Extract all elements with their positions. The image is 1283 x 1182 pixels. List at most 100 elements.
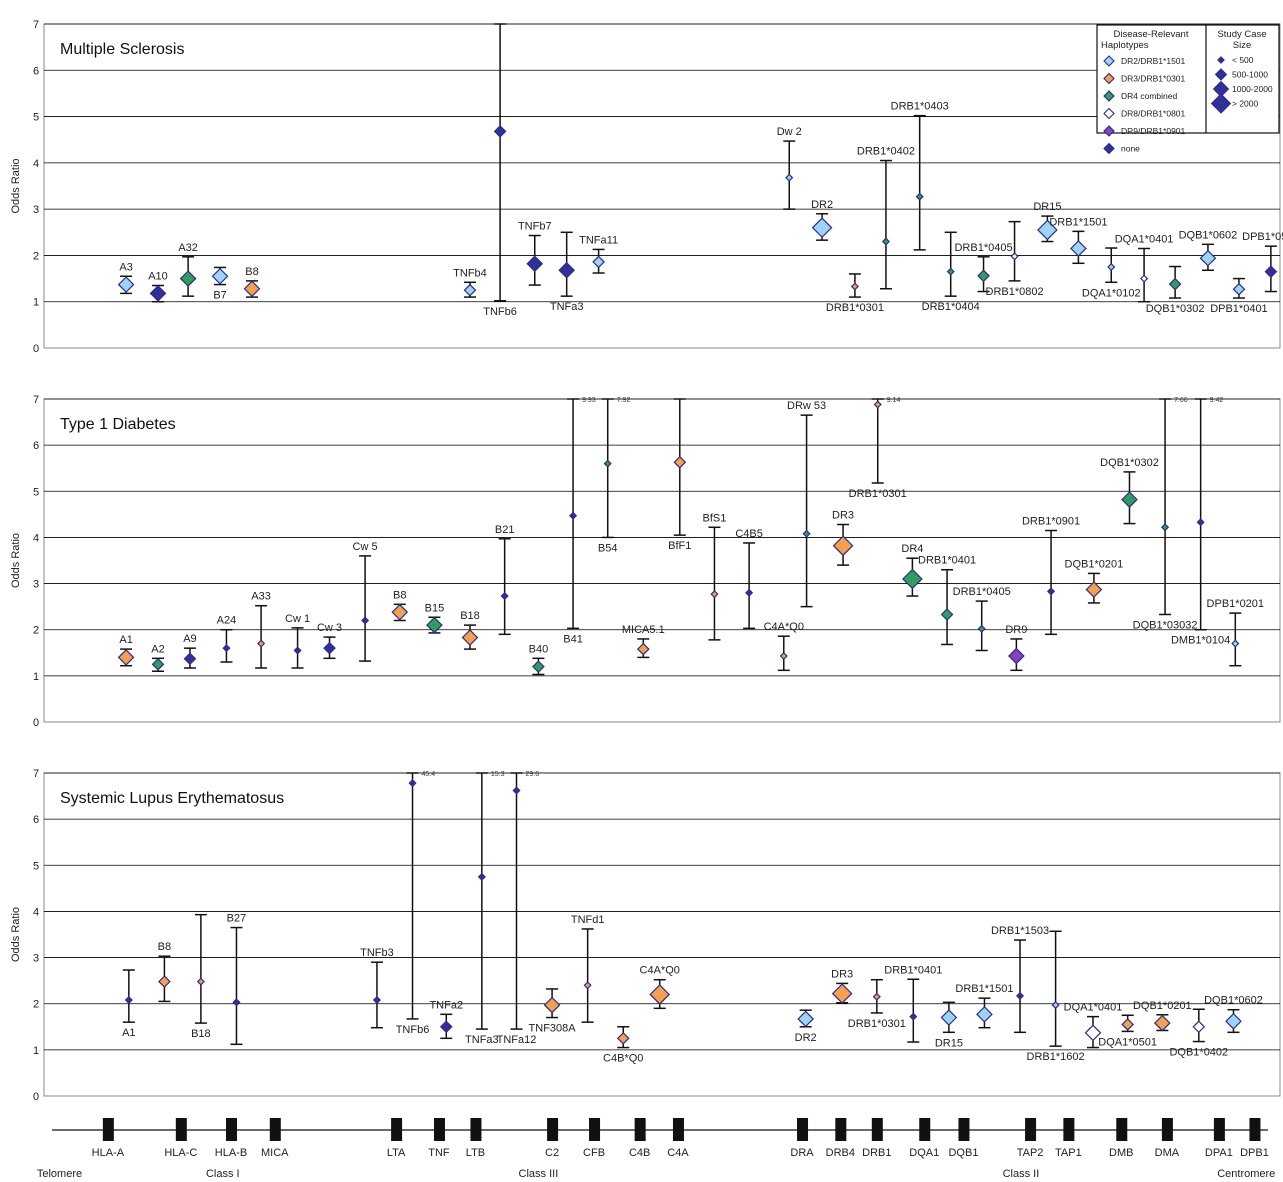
region-label: Class III [519,1168,559,1180]
y-tick-label: 5 [33,112,39,124]
odds-ratio-marker [1107,262,1116,272]
point-label: TNFa11 [579,234,618,246]
legend-haplotype-marker [1103,107,1115,120]
plot-frame [43,23,1281,349]
odds-ratio-marker [811,217,833,239]
gene-map: HLA-A HLA-C HLA-B MICA LTA TNF LTB C2 CFB C4B C4A D… [37,1118,1275,1180]
data-point: B18 [460,610,480,650]
odds-ratio-marker [1264,265,1278,278]
point-label: B8 [158,941,171,953]
data-point: B40 [529,643,548,676]
gene-label: TAP2 [1017,1147,1044,1159]
gene-label: DQA1 [909,1147,939,1159]
y-axis-label: Odds Ratio [10,158,22,213]
gene-block [470,1118,482,1141]
chart-title: Type 1 Diabetes [60,416,176,433]
data-point: DQB1*0201 [1065,558,1124,604]
gene-block [391,1118,403,1141]
odds-ratio-marker [323,641,336,655]
odds-ratio-marker [977,624,986,633]
data-point: DRB1*0405 [954,242,1013,293]
point-label: DR15 [1033,201,1061,213]
legend-haplotype-marker [1103,72,1115,85]
point-label: B8 [393,589,406,601]
point-label: DQB1*0302 [1100,457,1159,469]
legend-size-label: 500-1000 [1232,70,1268,80]
data-point: MICA5.1 [622,624,665,659]
point-label: DQB1*03032 [1133,619,1198,631]
odds-ratio-marker [1140,274,1149,283]
data-point: TNFb6 [483,23,517,318]
upper-ci-value: 45.4 [422,771,436,778]
data-point: DR3 [831,968,853,1004]
legend-haplotype-label: none [1121,144,1140,154]
point-label: TNFb6 [483,306,517,318]
data-point: TNFb3 [360,947,394,1029]
odds-ratio-marker [873,400,882,409]
odds-ratio-marker [1085,581,1103,598]
odds-ratio-marker [439,1020,453,1034]
point-label: A9 [183,633,196,645]
odds-ratio-marker [673,455,687,469]
data-point: DQA1*0401 [1115,233,1173,303]
point-label: DQB1*0602 [1179,229,1238,241]
point-label: DRB1*1602 [1027,1051,1085,1063]
point-label: TNFb7 [518,221,552,233]
data-point: C4A*Q0 [764,621,804,672]
odds-ratio-marker [372,995,381,1005]
gene-label: DPB1 [1240,1147,1269,1159]
y-tick-label: 2 [33,999,39,1011]
point-label: C4B5 [735,528,763,540]
data-point: DRB1*1501 [1049,216,1107,265]
legend-size-title: Study Case [1217,29,1266,40]
data-point: DRB1*0401 [918,555,976,646]
gene-block [871,1118,883,1141]
data-point: TNF308A [529,988,577,1035]
gene-block [672,1118,684,1141]
upper-ci-value: 7.92 [617,397,631,404]
point-label: DQB1*0201 [1065,558,1124,570]
data-point: 7.66 DQB1*03032 [1133,397,1198,631]
data-point: 7.92 B54 [598,397,631,554]
gene-label: DMB [1109,1147,1133,1159]
data-point: DR15 [1033,201,1061,243]
odds-ratio-marker [1153,1014,1171,1032]
point-label: B8 [245,266,258,278]
gene-label: LTA [387,1147,406,1159]
legend-size-title: Size [1233,40,1251,51]
y-tick-label: 3 [33,953,39,965]
odds-ratio-marker [463,283,477,297]
point-label: DQA1*0401 [1064,1002,1123,1014]
odds-ratio-marker [850,282,859,291]
y-axis-label: Odds Ratio [10,533,22,588]
legend-size-marker [1217,56,1225,64]
odds-ratio-marker [940,1009,958,1026]
gene-block [547,1118,559,1141]
point-label: TNFb6 [396,1024,430,1036]
odds-ratio-marker [1192,1020,1206,1034]
point-label: A2 [151,643,164,655]
data-point: DQB1*0602 [1204,995,1263,1034]
point-label: DRB1*0405 [953,586,1011,598]
point-label: C4A*Q0 [640,965,680,977]
point-label: A1 [119,634,132,646]
point-label: Cw 5 [353,541,378,553]
odds-ratio-marker [408,779,417,788]
upper-ci-value: 29.6 [526,771,540,778]
odds-ratio-marker [946,267,955,276]
data-point: C4B*Q0 [603,1026,643,1065]
odds-ratio-marker [1070,240,1087,257]
chart-title: Multiple Sclerosis [60,41,184,58]
odds-ratio-marker [179,270,197,287]
point-label: DR3 [831,968,853,980]
point-label: DQB1*0201 [1133,1000,1192,1012]
y-tick-label: 1 [33,671,39,683]
gene-block [958,1118,970,1141]
gene-label: DRA [790,1147,814,1159]
odds-ratio-marker [569,511,578,520]
data-point: TNFd1 [571,914,604,1023]
legend-haplotype-label: DR2/DRB1*1501 [1121,56,1186,66]
y-tick-label: 5 [33,860,39,872]
point-label: TNF308A [529,1023,577,1035]
point-label: B18 [460,610,480,622]
